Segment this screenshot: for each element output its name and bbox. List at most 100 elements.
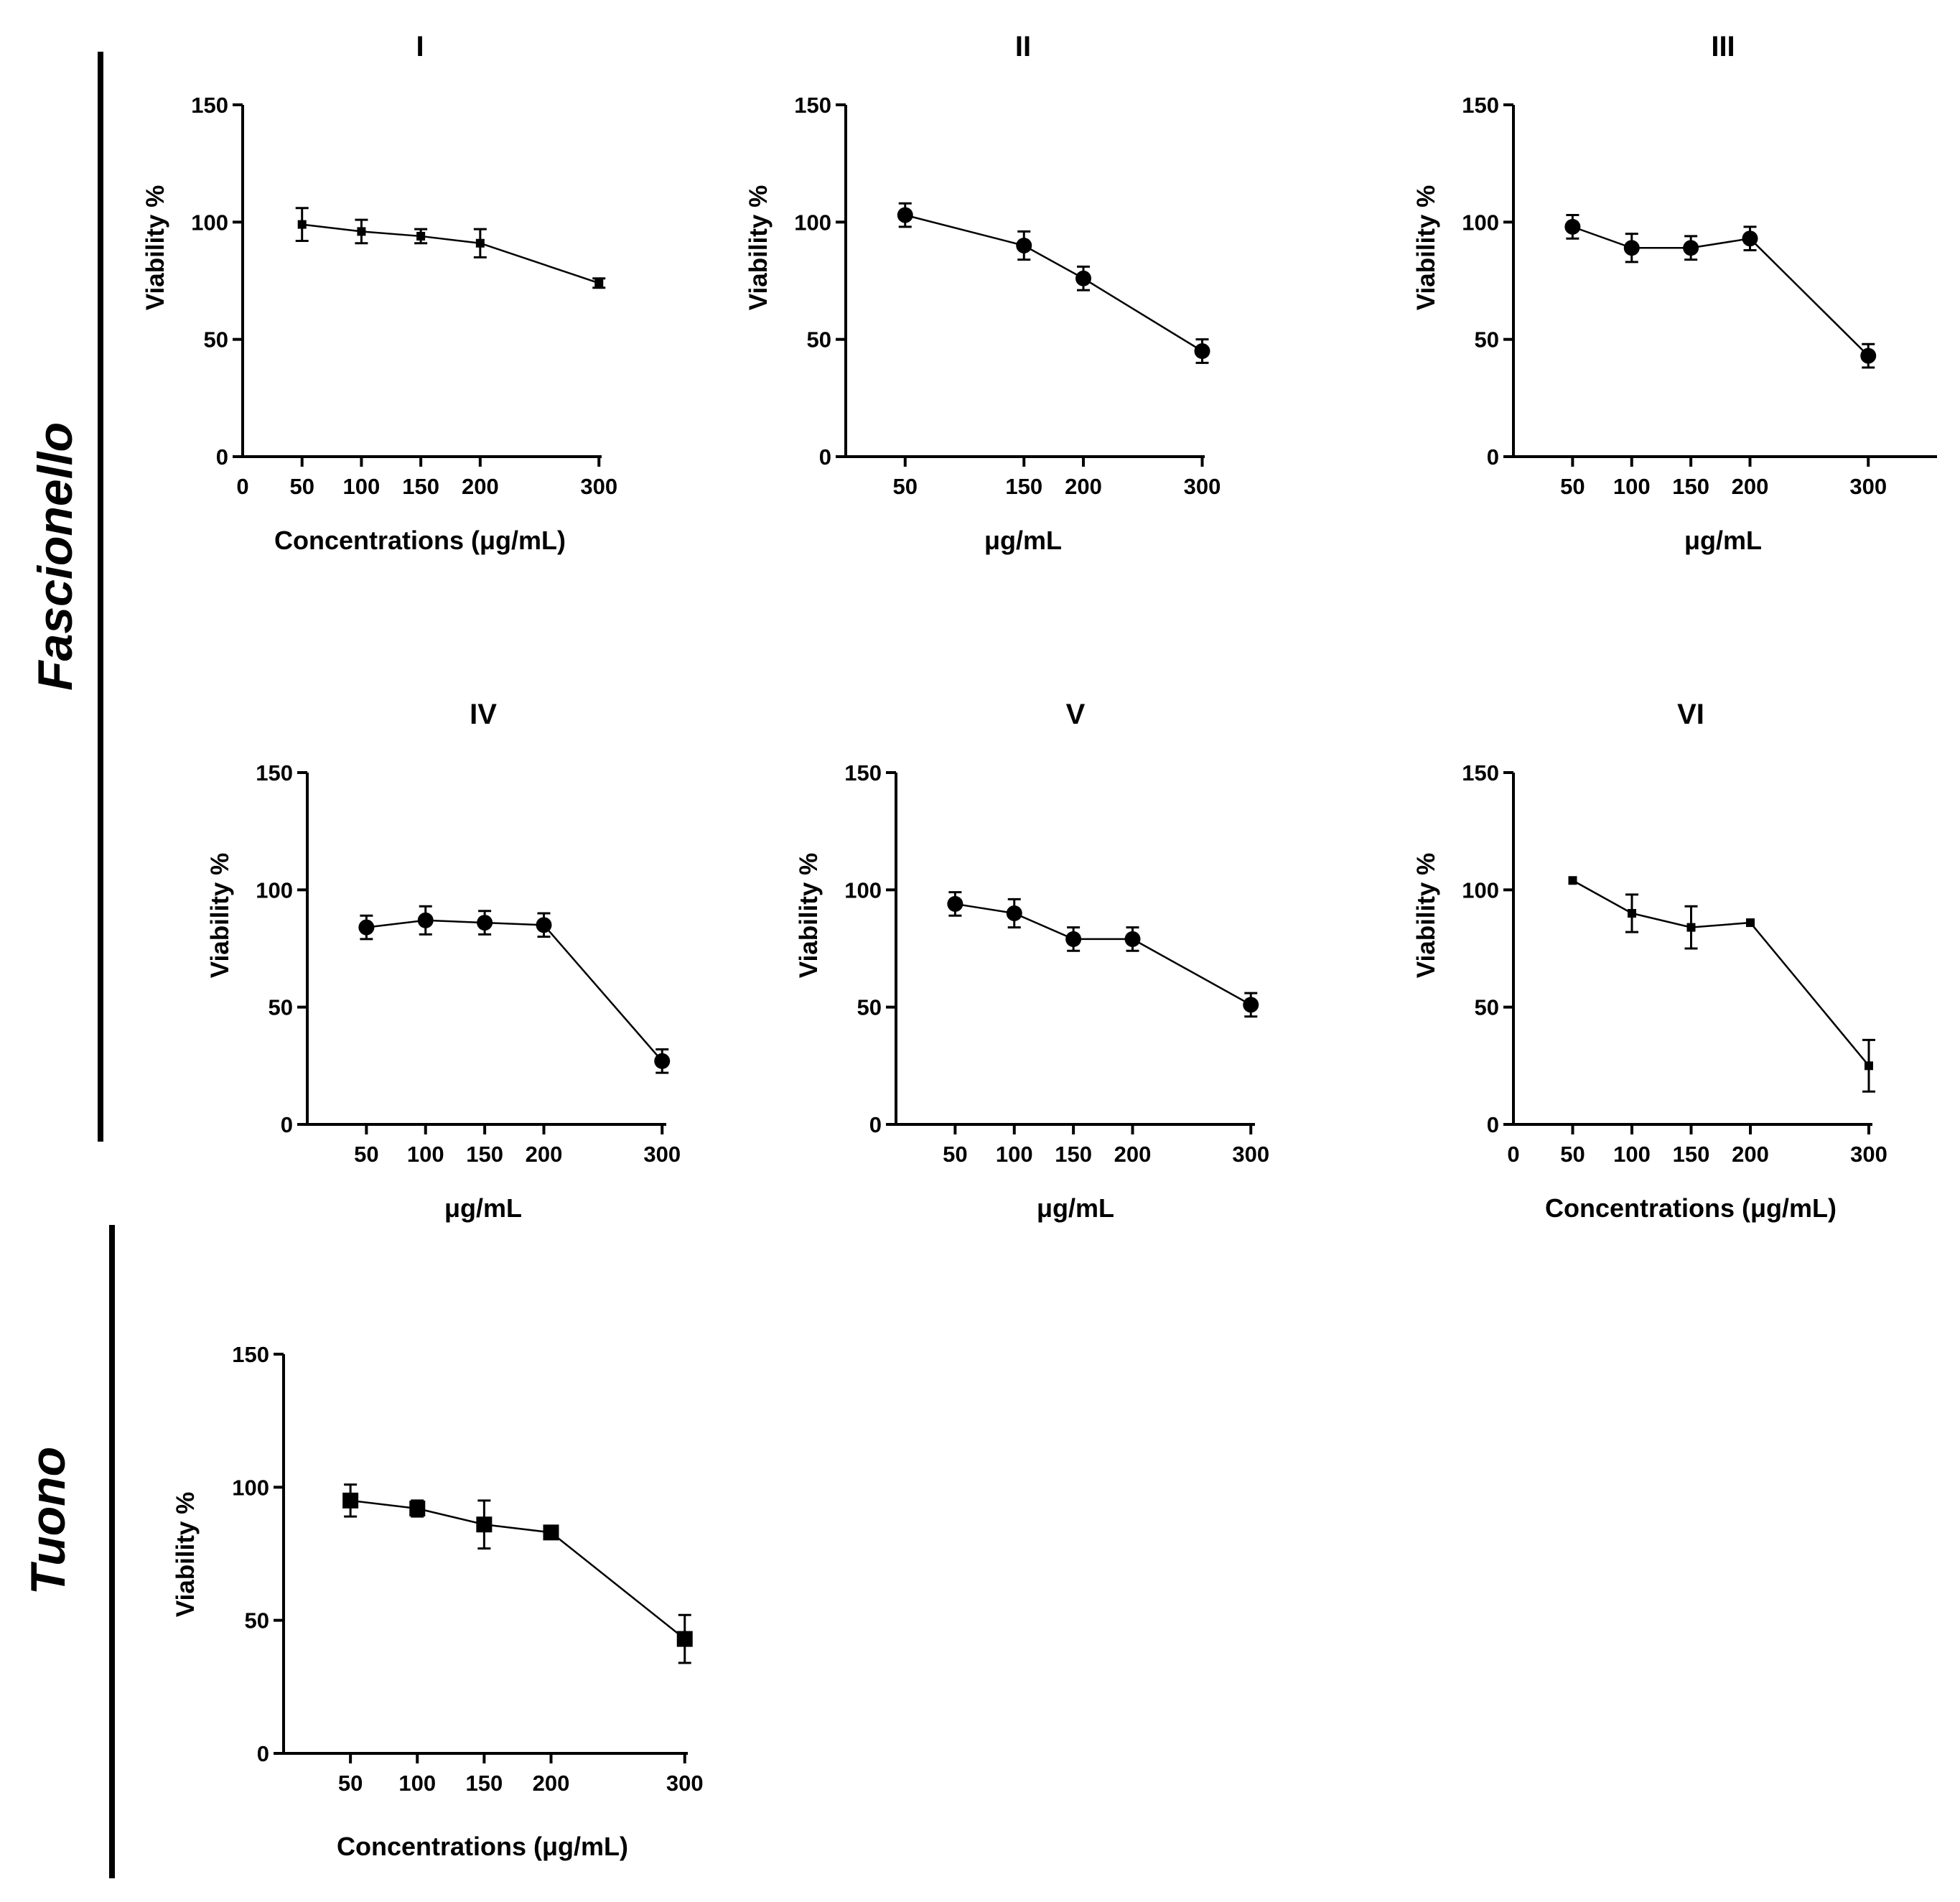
- y-tick-label: 150: [232, 1342, 269, 1367]
- x-axis-label: μg/mL: [984, 526, 1062, 555]
- data-point: [416, 231, 426, 241]
- data-point: [358, 919, 375, 936]
- tuono-bracket: [109, 1225, 115, 1878]
- chart-panel-4: IV 0 50 100 150 50 100 150 200 300 μg/mL Viability …: [206, 699, 681, 1223]
- series-line: [955, 903, 1251, 1006]
- data-point: [1075, 270, 1091, 286]
- data-point: [417, 912, 434, 928]
- x-tick-label: 50: [354, 1142, 378, 1167]
- y-tick-label: 0: [216, 444, 228, 470]
- group-label-tuono: Tuono: [21, 1447, 75, 1595]
- data-point: [1194, 343, 1210, 359]
- data-point: [947, 895, 963, 912]
- y-tick-label: 100: [1462, 877, 1499, 903]
- y-axis-label: Viability %: [206, 853, 234, 978]
- data-point: [1124, 931, 1141, 947]
- x-tick-label: 300: [643, 1142, 681, 1167]
- data-point: [1243, 997, 1259, 1013]
- series-line: [905, 214, 1203, 353]
- x-tick-label: 50: [943, 1142, 967, 1167]
- y-tick-label: 0: [1487, 444, 1499, 470]
- data-point: [897, 207, 913, 223]
- x-tick-label: 100: [407, 1142, 444, 1167]
- x-tick-label: 50: [338, 1771, 363, 1796]
- data-point: [476, 1516, 493, 1533]
- x-tick-label: 150: [1672, 474, 1709, 499]
- chart-title: VI: [1677, 699, 1704, 730]
- y-tick-label: 50: [269, 995, 293, 1020]
- y-tick-label: 150: [1462, 760, 1499, 785]
- y-tick-label: 150: [256, 760, 293, 785]
- x-tick-label: 300: [1849, 474, 1887, 499]
- series-line: [302, 223, 599, 284]
- chart-panel-6: VI 0 50 100 150 0 50 100 150 200 300 Concentrations…: [1412, 699, 1887, 1223]
- x-tick-label: 50: [893, 474, 918, 499]
- y-tick-label: 0: [1487, 1112, 1499, 1137]
- x-tick-label: 50: [289, 474, 314, 499]
- data-point: [1860, 348, 1877, 364]
- x-axis-label: Concentrations (μg/mL): [1545, 1193, 1837, 1223]
- series-line: [366, 919, 663, 1062]
- x-tick-label: 150: [1005, 474, 1042, 499]
- chart-title: I: [416, 31, 424, 62]
- x-tick-label: 0: [1507, 1142, 1519, 1167]
- data-point: [1742, 230, 1758, 247]
- data-point: [1623, 240, 1640, 256]
- x-tick-label: 300: [1184, 474, 1221, 499]
- data-point: [676, 1631, 693, 1647]
- x-tick-label: 0: [236, 474, 248, 499]
- y-axis-label: Viability %: [745, 185, 773, 310]
- x-tick-label: 100: [996, 1142, 1033, 1167]
- x-tick-label: 200: [1114, 1142, 1152, 1167]
- data-point: [342, 1492, 359, 1509]
- x-tick-label: 100: [343, 474, 381, 499]
- chart-panel-5: V 0 50 100 150 50 100 150 200 300 μg/mL Viability %: [795, 699, 1269, 1223]
- x-axis-label: μg/mL: [444, 1193, 522, 1223]
- x-tick-label: 300: [1850, 1142, 1887, 1167]
- y-tick-label: 0: [281, 1112, 293, 1137]
- chart-panel-3: III 0 50 100 150 50 100 150 200 300 μg/mL Viability…: [1412, 31, 1937, 555]
- series-line: [350, 1499, 686, 1640]
- x-tick-label: 300: [1232, 1142, 1269, 1167]
- y-tick-label: 100: [1462, 210, 1499, 235]
- data-point: [1065, 931, 1082, 947]
- y-axis-label: Viability %: [795, 853, 823, 978]
- x-axis-label: μg/mL: [1037, 1193, 1114, 1223]
- chart-panel-1: I 0 50 100 150 0 50 100 150 200 300 Concentrations …: [141, 31, 617, 555]
- data-point: [1006, 905, 1022, 921]
- x-tick-label: 200: [533, 1771, 570, 1796]
- x-axis-label: μg/mL: [1684, 526, 1762, 555]
- x-tick-label: 200: [1732, 1142, 1769, 1167]
- x-tick-label: 150: [1055, 1142, 1092, 1167]
- x-tick-label: 200: [462, 474, 499, 499]
- y-axis-label: Viability %: [172, 1492, 200, 1617]
- data-point: [1865, 1061, 1873, 1071]
- y-tick-label: 0: [869, 1112, 882, 1137]
- y-tick-label: 0: [257, 1741, 269, 1766]
- data-point: [536, 917, 552, 933]
- y-axis-label: Viability %: [1412, 185, 1440, 310]
- y-axis-label: Viability %: [141, 185, 169, 310]
- x-tick-label: 200: [1732, 474, 1769, 499]
- y-tick-label: 50: [1475, 995, 1499, 1020]
- y-tick-label: 100: [232, 1475, 269, 1500]
- y-tick-label: 100: [844, 877, 882, 903]
- data-point: [543, 1524, 559, 1541]
- y-tick-label: 150: [191, 93, 228, 118]
- x-axis-label: Concentrations (μg/mL): [337, 1832, 628, 1861]
- y-tick-label: 50: [807, 327, 831, 353]
- data-point: [477, 915, 493, 931]
- y-tick-label: 50: [204, 327, 228, 353]
- data-point: [654, 1053, 671, 1069]
- data-point: [475, 238, 485, 248]
- chart-title: III: [1711, 31, 1735, 62]
- data-point: [1568, 876, 1577, 885]
- y-tick-label: 150: [794, 93, 831, 118]
- data-point: [297, 220, 307, 229]
- group-label-fascionello: Fascionello: [28, 422, 83, 691]
- y-tick-label: 150: [1462, 93, 1499, 118]
- x-tick-label: 100: [398, 1771, 436, 1796]
- fascionello-bracket: [98, 52, 103, 1142]
- x-tick-label: 300: [666, 1771, 704, 1796]
- data-point: [1686, 923, 1696, 932]
